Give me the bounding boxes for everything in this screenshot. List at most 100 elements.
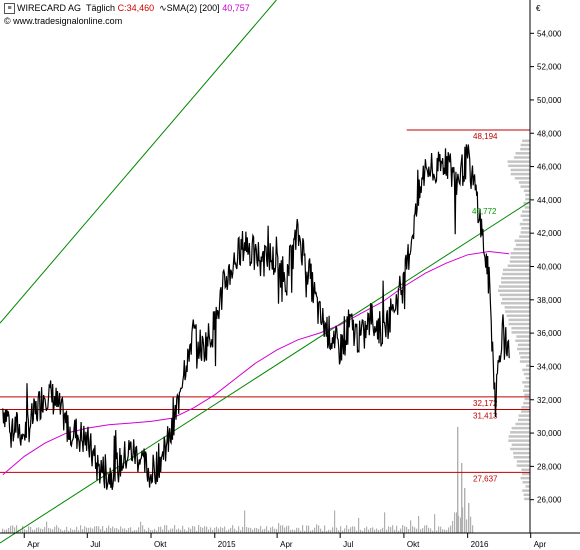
- volume-bar: [340, 526, 342, 533]
- y-tick-label: 42,000: [537, 229, 562, 238]
- volume-bar: [204, 526, 206, 533]
- profile-bar: [524, 497, 530, 501]
- currency-symbol: €: [536, 4, 541, 13]
- volume-bar: [36, 527, 38, 533]
- volume-bar: [364, 528, 366, 533]
- volume-bar: [188, 527, 190, 533]
- profile-bar: [508, 439, 530, 442]
- volume-bar: [254, 527, 256, 533]
- profile-bar: [518, 181, 530, 184]
- profile-bar: [518, 351, 530, 355]
- volume-bar: [244, 510, 246, 533]
- volume-bar: [128, 527, 130, 533]
- symbol-name: WIRECARD AG: [17, 3, 82, 13]
- volume-bar: [176, 529, 178, 533]
- volume-bar: [346, 525, 348, 533]
- profile-bar: [520, 143, 530, 147]
- profile-bar: [519, 360, 530, 363]
- y-axis: 26,000 28,000 30,000 32,000 34,000 36,000 38,0…: [530, 29, 562, 505]
- volume-bar: [290, 529, 292, 533]
- volume-bar: [12, 525, 14, 533]
- volume-bar: [342, 530, 344, 533]
- volume-bar: [266, 526, 268, 533]
- level-label-bg: [470, 473, 504, 484]
- trend-line: [0, 201, 531, 544]
- profile-bar: [502, 268, 530, 272]
- volume-bar: [212, 529, 214, 533]
- profile-bar: [522, 381, 530, 384]
- profile-bar: [505, 310, 530, 313]
- volume-bar: [360, 529, 362, 533]
- volume-bar: [284, 527, 286, 533]
- volume-bar: [150, 529, 152, 533]
- profile-bar: [521, 472, 530, 476]
- profile-bar: [511, 426, 530, 430]
- volume-bar: [78, 530, 80, 533]
- profile-bar: [515, 152, 530, 155]
- y-tick-label: 34,000: [537, 362, 562, 371]
- profile-bar: [511, 331, 530, 334]
- level-label: 48,194: [473, 132, 498, 141]
- volume-bar: [240, 530, 242, 533]
- profile-bar: [522, 218, 530, 222]
- profile-bar: [507, 264, 530, 267]
- volume-bar: [318, 525, 320, 533]
- profile-bar: [510, 431, 530, 434]
- profile-bar: [520, 356, 530, 359]
- volume-bar: [58, 527, 60, 533]
- volume-bar: [54, 526, 56, 533]
- volume-bar: [22, 526, 24, 533]
- profile-bar: [525, 193, 530, 197]
- volume-bar: [30, 527, 32, 533]
- volume-bar: [338, 530, 340, 533]
- volume-bar: [236, 530, 238, 533]
- volume-bar: [470, 516, 472, 533]
- volume-bar: [140, 521, 142, 533]
- x-tick-label: 2015: [218, 540, 236, 549]
- volume-bar: [66, 526, 68, 533]
- volume-bar: [160, 526, 162, 533]
- volume-bar: [152, 530, 154, 533]
- y-tick-label: 48,000: [537, 129, 562, 138]
- sma-wave-icon: ∿: [159, 3, 167, 13]
- volume-bar: [457, 427, 459, 533]
- volume-bar: [416, 528, 418, 533]
- volume-bar: [178, 528, 180, 533]
- volume-bar: [464, 488, 466, 533]
- level-label: 27,637: [473, 474, 498, 483]
- volume-bar: [242, 526, 244, 533]
- volume-bar: [222, 527, 224, 533]
- volume-bar: [250, 527, 252, 533]
- volume-bar: [276, 528, 278, 533]
- profile-bar: [498, 285, 530, 288]
- volume-bar: [456, 512, 458, 533]
- trend-channel: [0, 0, 531, 544]
- menu-icon[interactable]: ≡: [4, 3, 15, 15]
- volume-bar: [166, 525, 168, 533]
- interval-label: Täglich: [86, 3, 116, 13]
- volume-bar: [418, 515, 420, 533]
- volume-bar: [400, 528, 402, 533]
- volume-bar: [224, 526, 226, 533]
- volume-bar: [72, 529, 74, 533]
- y-tick-label: 44,000: [537, 196, 562, 205]
- volume-bar: [206, 526, 208, 533]
- profile-bar: [522, 481, 530, 484]
- volume-bar: [370, 527, 372, 533]
- volume-bar: [90, 527, 92, 533]
- profile-bar: [509, 260, 530, 263]
- volume-bar: [196, 530, 198, 533]
- volume-bar: [174, 525, 176, 533]
- profile-bar: [521, 410, 530, 413]
- profile-bar: [508, 318, 530, 322]
- volume-bar: [446, 530, 448, 533]
- volume-bar: [138, 527, 140, 533]
- profile-bar: [502, 272, 530, 276]
- profile-bar: [523, 401, 530, 405]
- volume-bar: [450, 525, 452, 533]
- volume-bar: [382, 527, 384, 533]
- volume-bar: [210, 527, 212, 533]
- volume-bar: [256, 528, 258, 533]
- volume-bar: [322, 530, 324, 533]
